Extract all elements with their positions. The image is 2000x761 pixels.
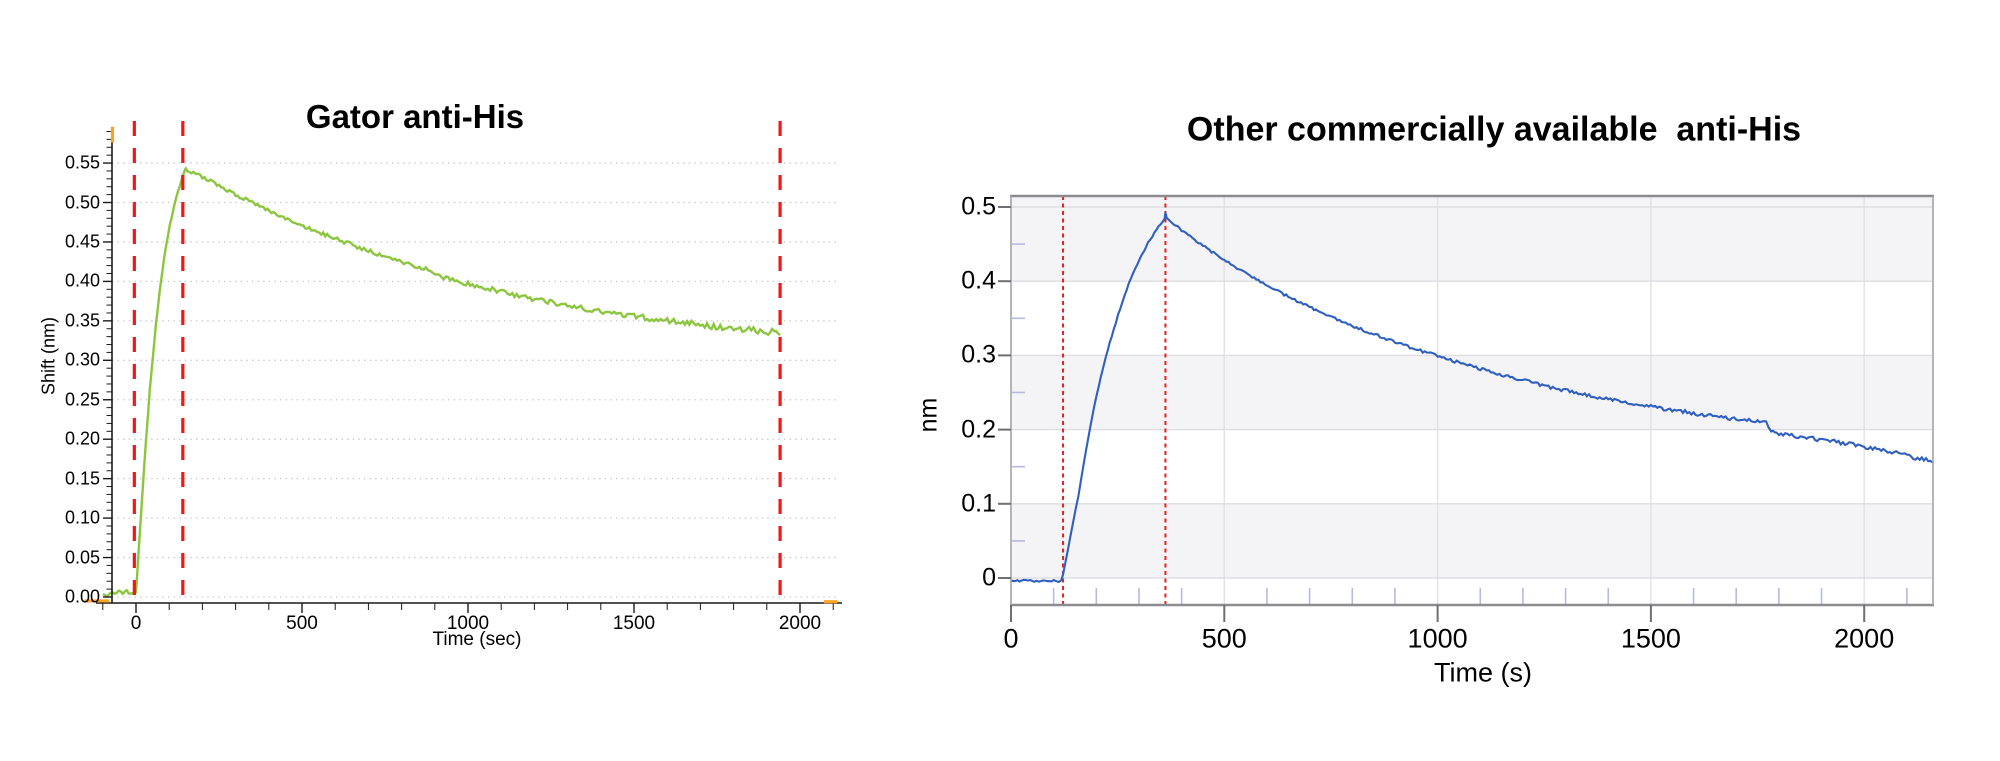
- plot-band: [1011, 196, 1933, 282]
- plot-band: [1011, 503, 1933, 578]
- series-green: [102, 166, 781, 598]
- left-chart: [84, 121, 842, 613]
- series-blue: [1011, 212, 1933, 584]
- right-chart: [998, 194, 1934, 622]
